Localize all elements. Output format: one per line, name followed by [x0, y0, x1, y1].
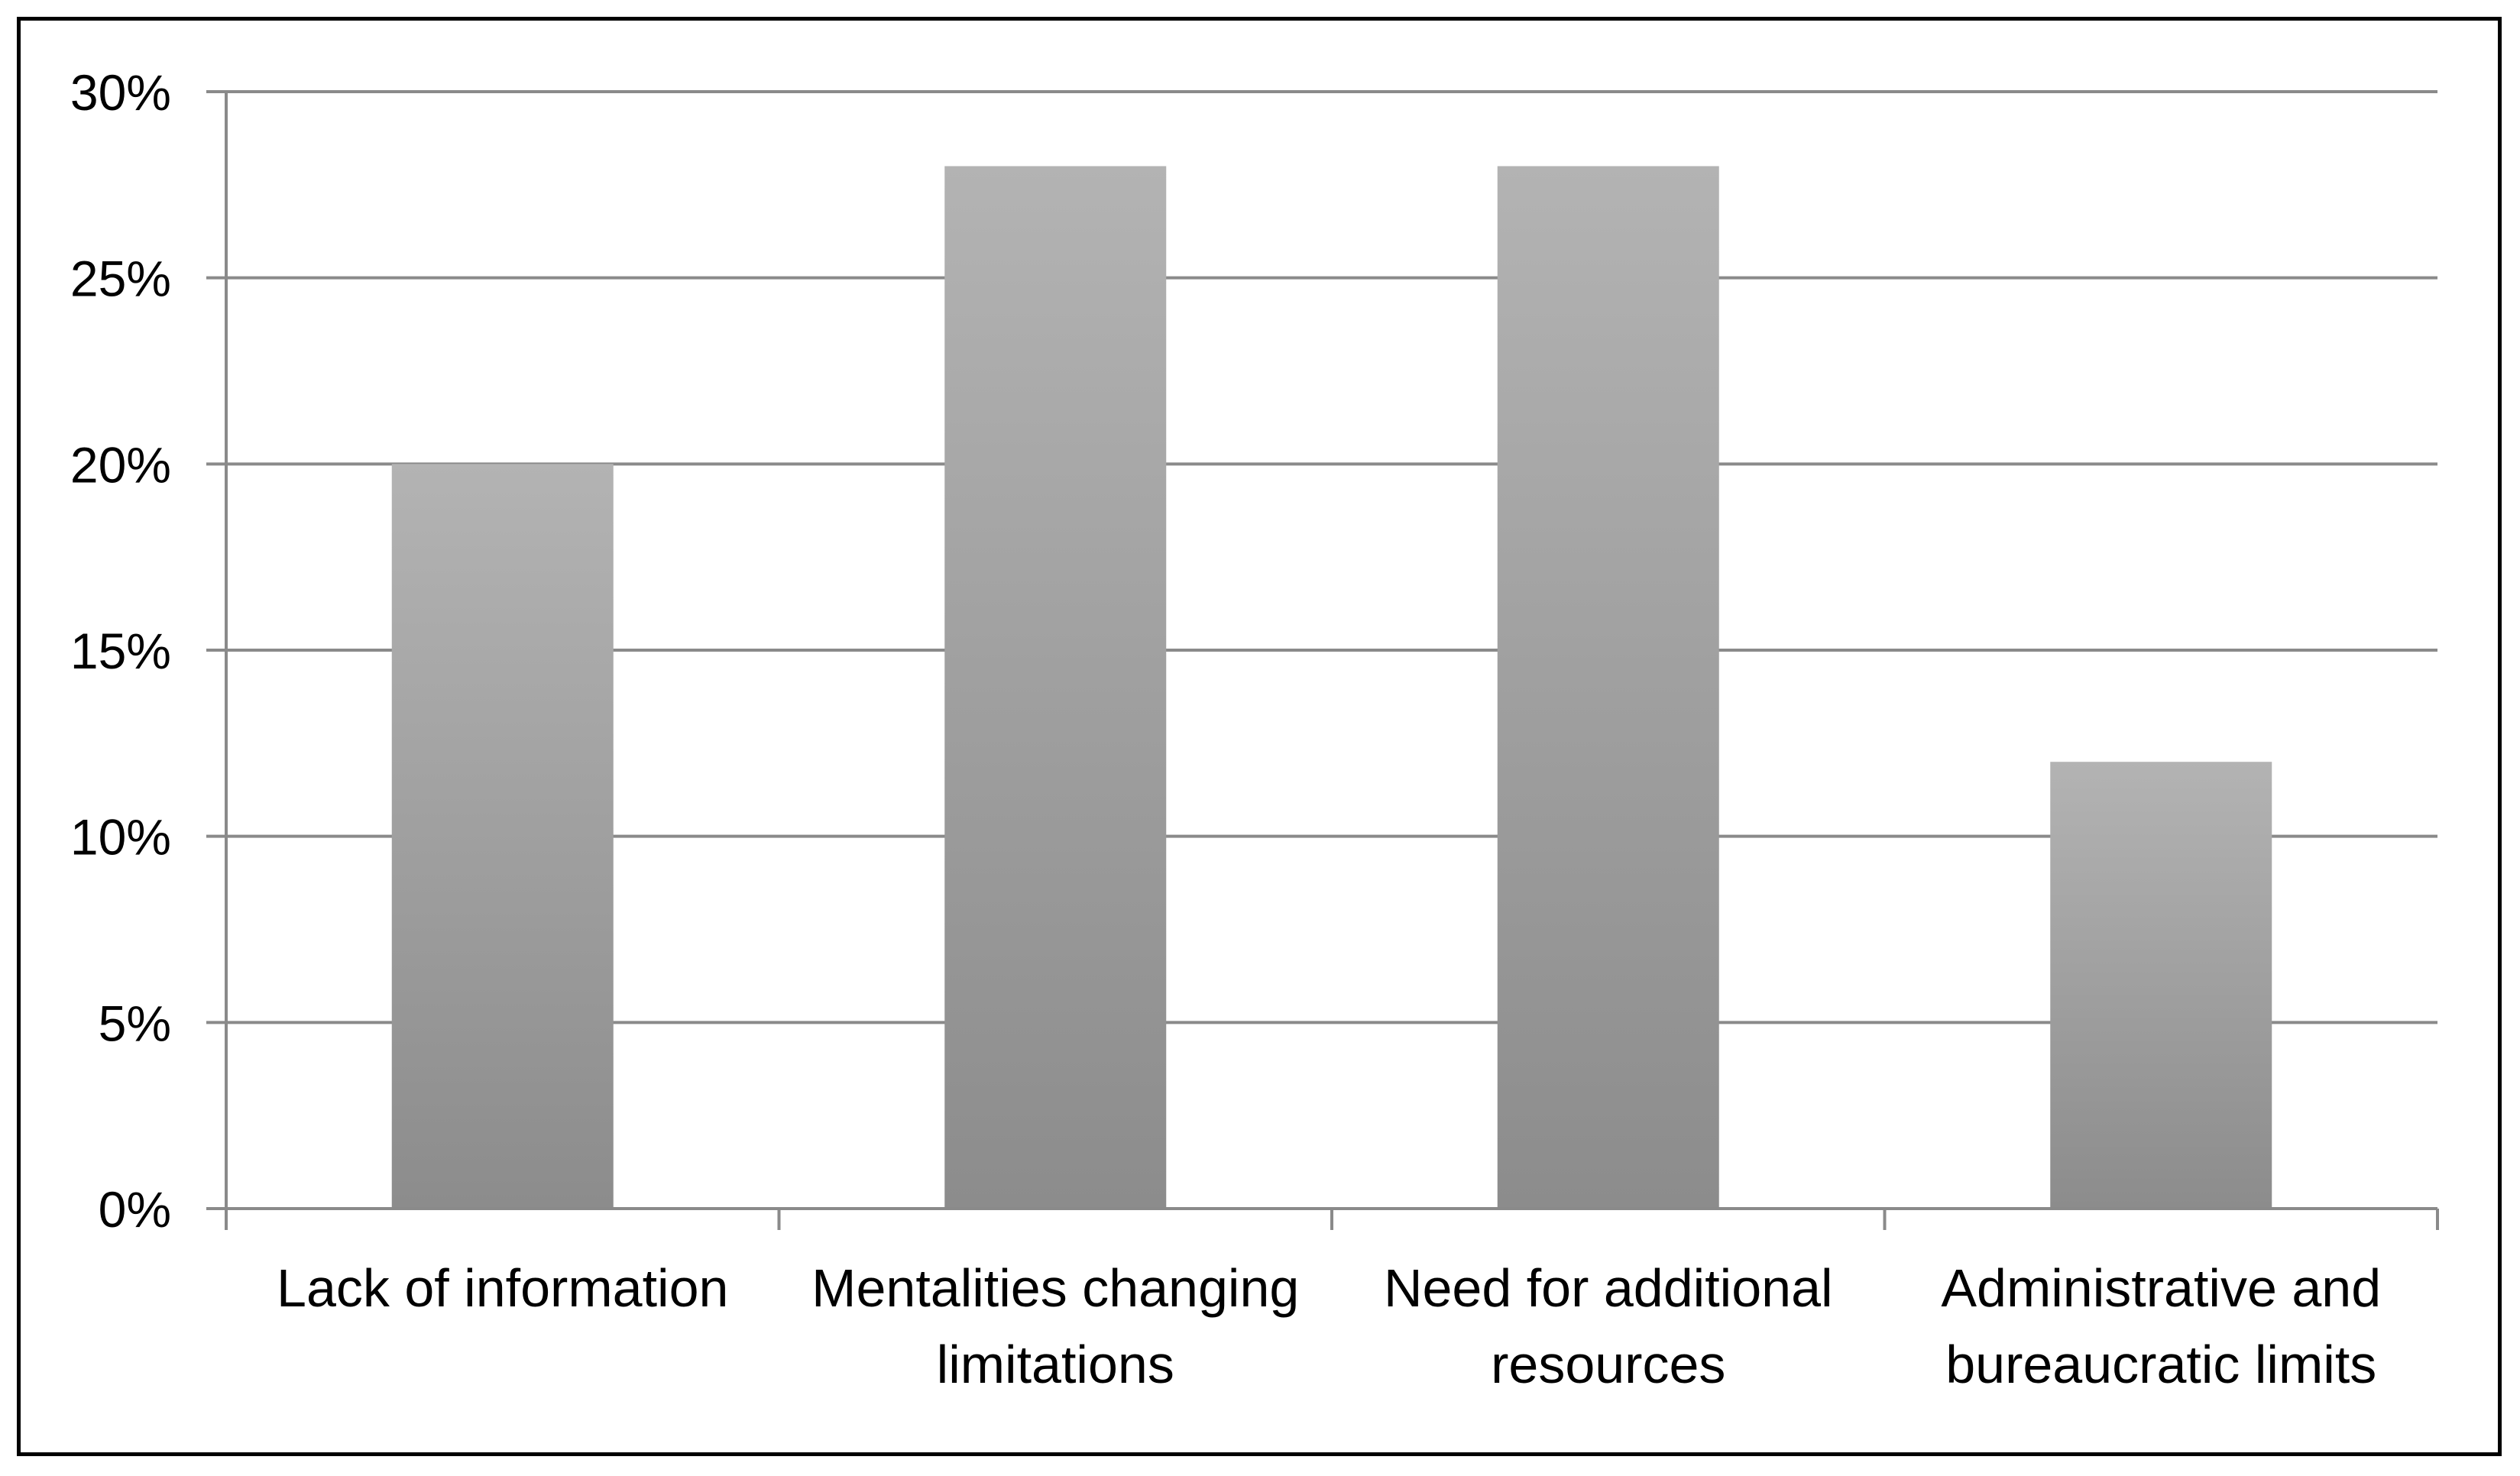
y-tick-label: 10% [70, 809, 171, 866]
y-tick-label: 5% [99, 995, 171, 1051]
x-category-label: Lack of information [277, 1258, 728, 1318]
x-category-label: Mentalities changing limitations [811, 1258, 1299, 1394]
y-tick-label: 0% [99, 1181, 171, 1238]
y-tick-label: 15% [70, 623, 171, 679]
bar [2050, 762, 2272, 1209]
labels: 0% 5% 10% 15% 20% 25% 30% Lack of information Me… [70, 64, 2381, 1394]
bars [391, 166, 2272, 1209]
bar [1497, 166, 1719, 1209]
y-tick-label: 20% [70, 436, 171, 493]
bar [944, 166, 1167, 1209]
y-tick-label: 30% [70, 64, 171, 121]
y-tick-label: 25% [70, 251, 171, 307]
x-category-label: Administrative and bureaucratic limits [1941, 1258, 2381, 1394]
x-category-label: Need for additional resources [1384, 1258, 1833, 1394]
axes [206, 90, 2439, 1230]
bar [391, 464, 614, 1209]
